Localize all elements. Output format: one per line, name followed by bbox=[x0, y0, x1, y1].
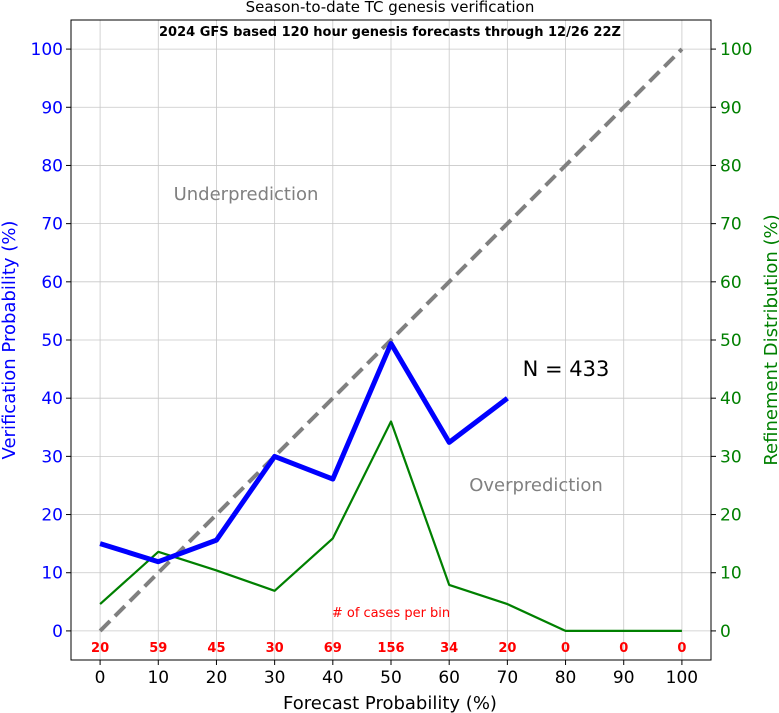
case-count-label: 156 bbox=[377, 641, 404, 656]
y-tick-label-right: 10 bbox=[720, 564, 742, 584]
x-tick-label: 90 bbox=[613, 668, 635, 688]
case-count-label: 45 bbox=[207, 641, 225, 656]
y-axis-label-right: Refinement Distribution (%) bbox=[761, 214, 779, 465]
case-counts: 20 59 45 30 69 156 34 20 0 0 0 bbox=[91, 641, 686, 656]
x-axis-label: Forecast Probability (%) bbox=[283, 693, 497, 713]
x-tick-label: 50 bbox=[380, 668, 402, 688]
x-tick-label: 0 bbox=[95, 668, 106, 688]
y-tick-label-right: 90 bbox=[720, 98, 742, 118]
y-tick-label-right: 60 bbox=[720, 273, 742, 293]
y-tick-label-left: 10 bbox=[41, 564, 63, 584]
x-tick-label: 70 bbox=[497, 668, 519, 688]
grid bbox=[71, 20, 711, 660]
x-tick-label: 40 bbox=[322, 668, 344, 688]
refinement-distribution-line bbox=[99, 420, 682, 633]
case-count-label: 0 bbox=[619, 641, 628, 656]
x-tick-label: 30 bbox=[264, 668, 286, 688]
ticks: 0 10 20 30 40 50 60 70 80 90 100 0 0 10 10 20 20 30 30 40 40… bbox=[31, 40, 753, 688]
y-tick-label-left: 80 bbox=[41, 156, 63, 176]
verification-probability-line bbox=[99, 341, 509, 565]
y-tick-label-left: 20 bbox=[41, 506, 63, 526]
case-count-label: 20 bbox=[498, 641, 516, 656]
case-count-label: 0 bbox=[677, 641, 686, 656]
y-tick-label-left: 30 bbox=[41, 447, 63, 467]
y-tick-label-right: 20 bbox=[720, 506, 742, 526]
x-tick-label: 80 bbox=[555, 668, 577, 688]
case-count-label: 0 bbox=[561, 641, 570, 656]
chart-subtitle: 2024 GFS based 120 hour genesis forecast… bbox=[159, 25, 621, 40]
overprediction-label: Overprediction bbox=[469, 475, 603, 496]
y-axis-label-left: Verification Probability (%) bbox=[0, 221, 20, 460]
series-layer bbox=[99, 341, 682, 633]
y-tick-label-left: 40 bbox=[41, 389, 63, 409]
y-tick-label-left: 0 bbox=[52, 622, 63, 642]
y-tick-label-left: 100 bbox=[31, 40, 63, 60]
y-tick-label-right: 30 bbox=[720, 447, 742, 467]
case-count-label: 34 bbox=[440, 641, 458, 656]
case-count-label: 69 bbox=[324, 641, 342, 656]
x-tick-label: 20 bbox=[206, 668, 228, 688]
x-tick-label: 100 bbox=[666, 668, 698, 688]
case-counts-label: # of cases per bin bbox=[332, 606, 450, 621]
y-tick-label-right: 100 bbox=[720, 40, 752, 60]
case-count-label: 59 bbox=[149, 641, 167, 656]
y-tick-label-right: 80 bbox=[720, 156, 742, 176]
case-count-label: 20 bbox=[91, 641, 109, 656]
x-tick-label: 60 bbox=[438, 668, 460, 688]
x-tick-label: 10 bbox=[147, 668, 169, 688]
underprediction-label: Underprediction bbox=[174, 184, 319, 205]
chart-title: Season-to-date TC genesis verification bbox=[246, 0, 535, 16]
y-tick-label-right: 50 bbox=[720, 331, 742, 351]
y-tick-label-left: 70 bbox=[41, 215, 63, 235]
n-cases-label: N = 433 bbox=[523, 357, 610, 381]
y-tick-label-left: 90 bbox=[41, 98, 63, 118]
y-tick-label-left: 50 bbox=[41, 331, 63, 351]
perfect-reliability-line bbox=[98, 47, 684, 633]
y-tick-label-right: 40 bbox=[720, 389, 742, 409]
case-count-label: 30 bbox=[266, 641, 284, 656]
y-tick-label-right: 0 bbox=[720, 622, 731, 642]
perfect-reliability-layer bbox=[98, 47, 684, 633]
y-tick-label-left: 60 bbox=[41, 273, 63, 293]
y-tick-label-right: 70 bbox=[720, 215, 742, 235]
